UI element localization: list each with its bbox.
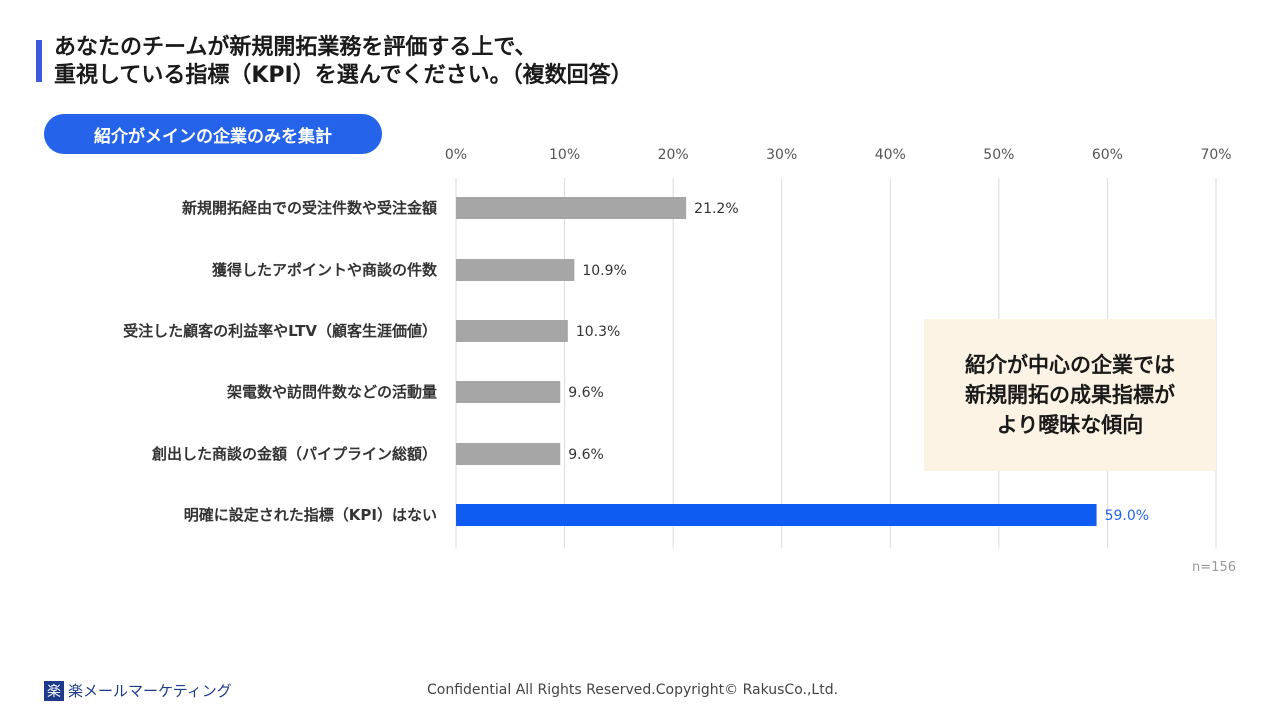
copyright-footer: Confidential All Rights Reserved.Copyrig… — [427, 682, 839, 698]
x-tick-label: 40% — [875, 147, 906, 163]
logo-text: 楽メールマーケティング — [68, 682, 232, 700]
callout-line3: より曖昧な傾向 — [996, 413, 1144, 437]
bar — [456, 259, 575, 281]
x-tick-label: 70% — [1200, 147, 1231, 163]
category-label: 明確に設定された指標（KPI）はない — [184, 506, 437, 524]
callout-line2: 新規開拓の成果指標が — [965, 383, 1175, 407]
title-accent-bar — [36, 40, 42, 82]
data-label: 10.3% — [576, 324, 620, 340]
x-tick-label: 30% — [766, 147, 797, 163]
company-logo: 楽 楽メールマーケティング — [44, 680, 232, 701]
data-label: 59.0% — [1105, 508, 1149, 524]
bar — [456, 504, 1097, 526]
category-label: 新規開拓経由での受注件数や受注金額 — [182, 199, 437, 217]
category-label: 受注した顧客の利益率やLTV（顧客生涯価値） — [123, 322, 437, 340]
x-tick-label: 50% — [983, 147, 1014, 163]
category-label: 創出した商談の金額（パイプライン総額） — [151, 445, 437, 463]
bar — [456, 443, 561, 465]
bar-chart: 0% 10% 20% 30% 40% 50% 60% 70% 新規開拓経由での受注件数や受注金額… — [123, 147, 1232, 548]
callout-line1: 紹介が中心の企業では — [965, 353, 1175, 377]
category-label: 獲得したアポイントや商談の件数 — [212, 261, 438, 279]
x-tick-label: 20% — [658, 147, 689, 163]
data-label: 21.2% — [694, 201, 738, 217]
page-title-line1: あなたのチームが新規開拓業務を評価する上で、 — [54, 35, 537, 60]
data-label: 9.6% — [568, 385, 604, 401]
page-title: あなたのチームが新規開拓業務を評価する上で、 重視している指標（KPI）を選んで… — [54, 34, 633, 90]
x-tick-label: 10% — [549, 147, 580, 163]
filter-badge: 紹介がメインの企業のみを集計 — [44, 114, 382, 154]
bar — [456, 320, 568, 342]
data-label: 10.9% — [582, 263, 626, 279]
callout-box: 紹介が中心の企業では 新規開拓の成果指標が より曖昧な傾向 — [924, 319, 1216, 471]
sample-size: n=156 — [1192, 560, 1236, 575]
logo-mark-icon: 楽 — [44, 680, 64, 701]
bar — [456, 197, 687, 219]
x-tick-label: 60% — [1092, 147, 1123, 163]
x-tick-label: 0% — [445, 147, 467, 163]
bar — [456, 381, 561, 403]
category-label: 架電数や訪問件数などの活動量 — [226, 383, 437, 401]
page-title-line2: 重視している指標（KPI）を選んでください。（複数回答） — [54, 63, 633, 88]
data-label: 9.6% — [568, 447, 604, 463]
